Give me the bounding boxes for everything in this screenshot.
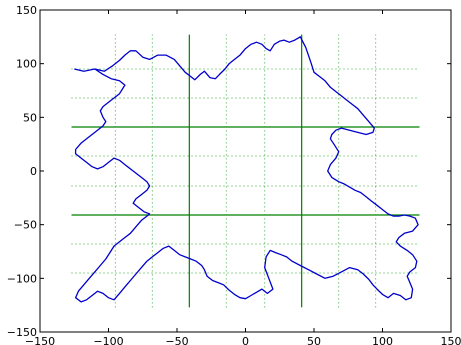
major-lines [71,34,420,308]
x-tick-label: 50 [307,335,321,345]
x-tick-label: 0 [242,335,249,345]
x-tick-label: −50 [165,335,188,345]
y-tick-label: 50 [23,111,37,124]
y-tick-label: 150 [16,4,37,17]
x-tick-label: −150 [25,335,55,345]
axis-tick-labels: −150 −100 −50 0 50 100 150 −150 −100 −50 0 50 100 150 [7,4,461,345]
boundary-curve [74,36,419,303]
axis-ticks [39,9,452,333]
x-tick-label: 100 [372,335,393,345]
y-tick-label: 0 [30,165,37,178]
minor-dotted-lines [71,34,420,308]
plot-background [40,10,451,332]
y-tick-label: −150 [7,326,37,339]
y-tick-label: −100 [7,272,37,285]
x-tick-label: −100 [93,335,123,345]
y-tick-label: −50 [14,219,37,232]
x-tick-label: 150 [441,335,461,345]
y-tick-label: 100 [16,58,37,71]
